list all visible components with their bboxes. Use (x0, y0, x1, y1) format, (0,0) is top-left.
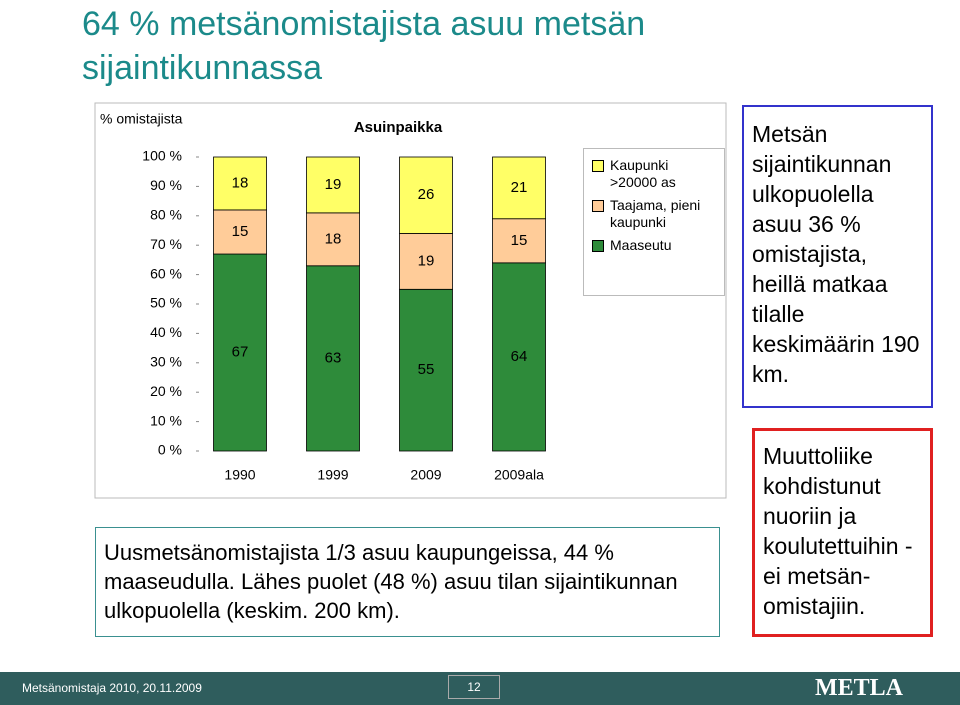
y-tick-label: 40 % (150, 324, 182, 340)
legend-swatch (592, 240, 604, 252)
data-label: 21 (511, 179, 528, 196)
y-tick-label: 80 % (150, 207, 182, 223)
bar-segment (306, 156, 360, 214)
legend-label: Kaupunki >20000 as (610, 157, 676, 190)
note-box: Uusmetsänomistajista 1/3 asuu kaupungeis… (95, 527, 720, 637)
legend-swatch (592, 200, 604, 212)
legend: Kaupunki >20000 as Taajama, pieni kaupunk… (583, 148, 725, 296)
legend-label: Taajama, pieni kaupunki (610, 197, 701, 230)
legend-item: Maaseutu (592, 237, 724, 254)
bar-segment (306, 212, 360, 267)
data-label: 64 (511, 348, 528, 365)
x-tick-label: 2009 (410, 467, 441, 483)
y-tick-label: 30 % (150, 354, 182, 370)
bar-segment (492, 156, 546, 220)
footer-source: Metsänomistaja 2010, 20.11.2009 (22, 681, 202, 695)
data-label: 19 (418, 252, 435, 269)
legend-label: Maaseutu (610, 237, 672, 253)
chart-title: Asuinpaikka (354, 119, 443, 136)
legend-item: Taajama, pieni kaupunki (592, 197, 724, 231)
data-label: 18 (325, 230, 342, 247)
y-tick-label: 50 % (150, 295, 182, 311)
bar-segment (213, 156, 267, 211)
y-tick-label: 70 % (150, 236, 182, 252)
y-tick-label: 100 % (142, 148, 182, 164)
data-label: 19 (325, 176, 342, 193)
data-label: 67 (232, 343, 249, 360)
bar-segment (492, 262, 546, 452)
page-number: 12 (448, 675, 500, 699)
y-tick-label: 10 % (150, 412, 182, 428)
footer: Metsänomistaja 2010, 20.11.2009 12 METLA (0, 672, 960, 705)
bar-segment (399, 288, 453, 452)
data-label: 63 (325, 349, 342, 366)
logo: METLA (815, 675, 904, 701)
bar-segment (399, 233, 453, 290)
y-axis-title: % omistajista (100, 111, 183, 127)
x-tick-label: 1999 (317, 467, 348, 483)
side-box: Metsän sijaintikunnan ulkopuolella asuu … (742, 105, 933, 408)
x-tick-label: 1990 (224, 467, 255, 483)
slide-title: 64 % metsänomistajista asuu metsän sijai… (82, 5, 646, 87)
data-label: 26 (418, 186, 435, 203)
y-tick-label: 90 % (150, 177, 182, 193)
y-tick-label: 20 % (150, 383, 182, 399)
bar-segment (399, 156, 453, 234)
y-tick-label: 0 % (158, 442, 182, 458)
bar-segment (213, 253, 267, 452)
legend-swatch (592, 160, 604, 172)
data-label: 15 (232, 223, 249, 240)
data-label: 18 (232, 174, 249, 191)
bar-segment (213, 209, 267, 255)
y-tick-label: 60 % (150, 265, 182, 281)
data-label: 55 (418, 361, 435, 378)
legend-item: Kaupunki >20000 as (592, 157, 724, 191)
data-label: 15 (511, 232, 528, 249)
x-tick-label: 2009ala (494, 467, 544, 483)
side-box: Muuttoliike kohdistunut nuoriin ja koulu… (752, 428, 933, 637)
